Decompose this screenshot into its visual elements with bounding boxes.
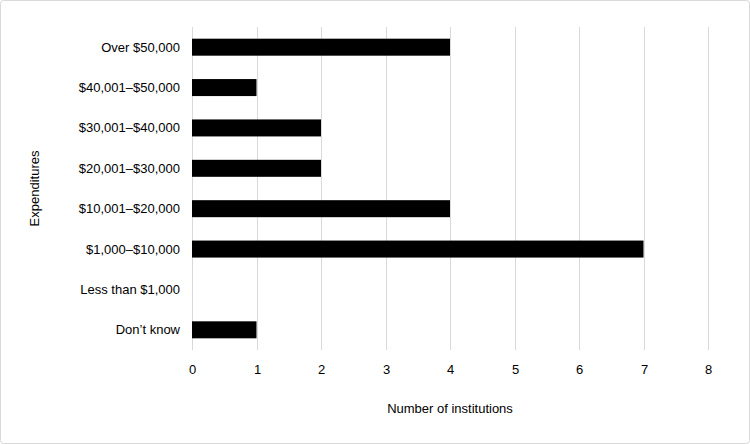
- y-tick-label: $40,001–$50,000: [79, 80, 180, 95]
- y-tick-label: Don’t know: [116, 322, 181, 337]
- grid-line: [708, 27, 709, 350]
- chart: 0 1 2 3 4 5 6 7 8 Over $50,000 $40,001–$50,000 $30,…: [0, 0, 750, 444]
- bar: [192, 321, 257, 338]
- x-tick-label: 5: [512, 362, 519, 377]
- bar: [192, 200, 450, 217]
- bar: [192, 281, 193, 298]
- grid-line: [192, 27, 193, 350]
- bar: [192, 160, 321, 177]
- y-tick-label: Less than $1,000: [80, 282, 180, 297]
- grid-line: [386, 27, 387, 350]
- bar: [192, 119, 321, 136]
- grid-line: [257, 27, 258, 350]
- frame: [1, 1, 750, 444]
- y-tick-label: Over $50,000: [101, 40, 180, 55]
- x-tick-label: 8: [705, 362, 712, 377]
- x-tick-label: 6: [576, 362, 583, 377]
- bar: [192, 39, 450, 56]
- grid-line: [644, 27, 645, 350]
- grid-line: [515, 27, 516, 350]
- grid-line: [450, 27, 451, 350]
- bar: [192, 79, 257, 96]
- x-tick-label: 0: [189, 362, 196, 377]
- y-tick-label: $10,001–$20,000: [79, 201, 180, 216]
- y-tick-label: $20,001–$30,000: [79, 161, 180, 176]
- y-axis-title: Expenditures: [27, 150, 42, 226]
- grid-line: [321, 27, 322, 350]
- y-tick-label: $30,001–$40,000: [79, 120, 180, 135]
- bars: [192, 39, 644, 339]
- bar: [192, 241, 644, 258]
- x-tick-label: 2: [318, 362, 325, 377]
- x-tick-label: 1: [254, 362, 261, 377]
- x-axis-title: Number of institutions: [387, 401, 513, 416]
- y-tick-label: $1,000–$10,000: [86, 242, 180, 257]
- x-tick-label: 4: [447, 362, 454, 377]
- grid-line: [579, 27, 580, 350]
- x-tick-label: 7: [641, 362, 648, 377]
- x-tick-label: 3: [383, 362, 390, 377]
